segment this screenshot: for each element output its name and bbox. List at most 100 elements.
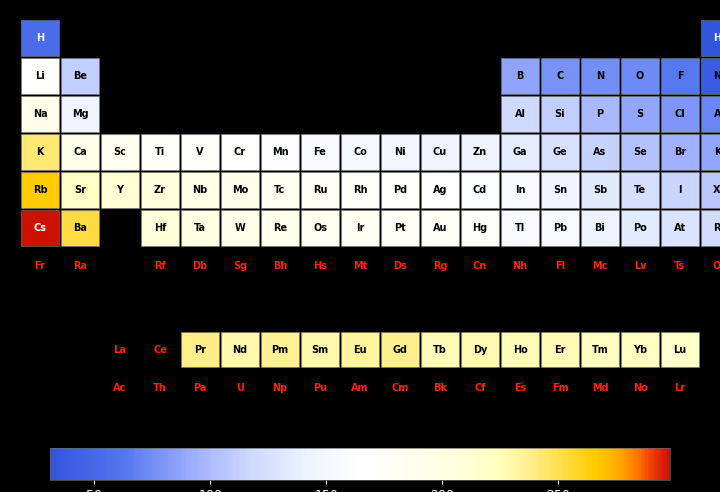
Bar [701,59,720,93]
Text: F: F [677,71,683,81]
Text: Nh: Nh [513,261,528,271]
Bar [341,172,379,208]
Text: Mg: Mg [72,109,89,119]
Text: Lr: Lr [675,383,685,393]
Text: Ge: Ge [553,147,567,157]
Text: Ga: Ga [513,147,527,157]
Bar [621,59,659,93]
Text: Nd: Nd [233,345,248,355]
Bar [222,172,258,208]
Text: Cn: Cn [473,261,487,271]
Text: Es: Es [514,383,526,393]
Text: Mo: Mo [232,185,248,195]
Text: Pd: Pd [393,185,407,195]
Bar [61,211,99,246]
Bar [341,332,379,368]
Bar [662,134,698,170]
Text: I: I [678,185,682,195]
Text: Eu: Eu [354,345,366,355]
Text: W: W [235,223,246,233]
Bar [541,59,579,93]
Text: Nb: Nb [192,185,207,195]
Bar [421,172,459,208]
Text: Rg: Rg [433,261,447,271]
Bar [382,332,418,368]
Bar [462,134,498,170]
Bar [541,332,579,368]
Bar [541,134,579,170]
Bar [302,211,338,246]
Bar [181,332,219,368]
Text: No: No [633,383,647,393]
Bar [582,332,618,368]
Bar [662,96,698,132]
Text: U: U [236,383,244,393]
Text: Sg: Sg [233,261,247,271]
Text: Ra: Ra [73,261,87,271]
Text: Bi: Bi [595,223,606,233]
Text: Co: Co [353,147,367,157]
Text: Pa: Pa [193,383,207,393]
Text: Hf: Hf [154,223,166,233]
Bar [141,134,179,170]
Bar [22,20,58,56]
Bar [61,59,99,93]
Text: Au: Au [433,223,447,233]
Bar [582,172,618,208]
Bar [61,96,99,132]
Text: La: La [114,345,127,355]
Bar [541,96,579,132]
Bar [462,332,498,368]
Text: Cm: Cm [392,383,409,393]
Bar [621,172,659,208]
Bar [541,211,579,246]
Text: C: C [557,71,564,81]
Bar [261,332,299,368]
Text: N: N [596,71,604,81]
Text: Mt: Mt [353,261,367,271]
Bar [701,20,720,56]
Text: Sm: Sm [312,345,328,355]
Text: Cf: Cf [474,383,486,393]
Text: Rb: Rb [32,185,48,195]
Text: Sr: Sr [74,185,86,195]
Bar [621,211,659,246]
Bar [341,211,379,246]
Text: Rf: Rf [154,261,166,271]
Text: Dy: Dy [473,345,487,355]
Text: Cl: Cl [675,109,685,119]
Text: Sc: Sc [114,147,127,157]
Text: Os: Os [313,223,327,233]
Bar [501,134,539,170]
Bar [382,211,418,246]
Text: Re: Re [273,223,287,233]
Bar [662,59,698,93]
Text: Cr: Cr [234,147,246,157]
Bar [181,172,219,208]
Bar [421,332,459,368]
Bar [61,172,99,208]
Text: Ag: Ag [433,185,447,195]
Bar [222,211,258,246]
Bar [582,211,618,246]
Bar [261,211,299,246]
Text: Hg: Hg [472,223,487,233]
Bar [662,211,698,246]
Text: Ca: Ca [73,147,87,157]
Text: Pm: Pm [271,345,289,355]
Text: V: V [197,147,204,157]
Text: Tb: Tb [433,345,447,355]
Bar [662,172,698,208]
Bar [582,134,618,170]
Text: Fm: Fm [552,383,568,393]
Bar [621,134,659,170]
Text: Er: Er [554,345,566,355]
Text: Fe: Fe [314,147,326,157]
Text: Al: Al [515,109,526,119]
Bar [302,134,338,170]
Text: Ho: Ho [513,345,527,355]
Text: Y: Y [117,185,124,195]
Bar [701,211,720,246]
Bar [541,172,579,208]
Bar [582,96,618,132]
